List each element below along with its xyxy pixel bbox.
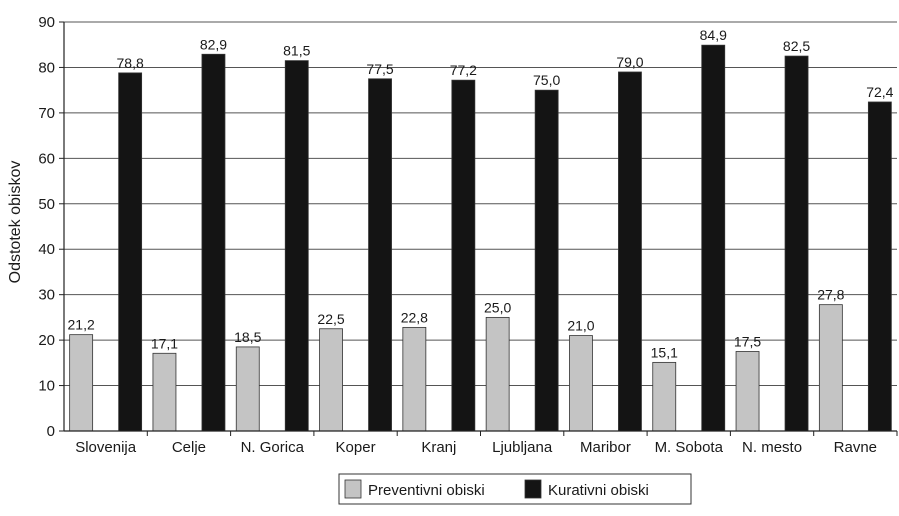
bar-preventivni [152,352,177,432]
x-tick-label: Koper [336,439,376,456]
data-label: 15,1 [651,344,678,360]
data-label: 22,8 [401,309,428,325]
gridlines [64,21,897,387]
y-tick-label: 70 [38,105,55,122]
bars [69,44,892,432]
bar-kurativni [867,101,892,432]
data-label: 21,2 [68,317,95,333]
data-label: 84,9 [700,27,727,43]
x-tick-label: Celje [172,439,206,456]
x-tick-label: N. mesto [742,439,802,456]
x-tick-label: Ljubljana [492,439,553,456]
bar-kurativni [284,60,309,432]
x-tick-label: M. Sobota [655,439,724,456]
bar-preventivni [402,326,427,432]
y-tick-label: 90 [38,14,55,31]
x-tick-label: Slovenija [75,439,137,456]
data-label: 81,5 [283,43,310,59]
legend-label-kurativni: Kurativni obiski [548,482,649,499]
legend-box [338,473,692,505]
y-tick-label: 80 [38,59,55,76]
bar-kurativni [451,79,476,432]
data-labels: 21,2 78,8 17,1 82,9 18,5 81,5 22,5 77,5 22,8 77,2… [68,27,894,360]
data-label: 17,5 [734,333,761,349]
data-label: 82,9 [200,36,227,52]
bar-preventivni [818,304,843,432]
legend-swatch-preventivni [344,479,362,499]
y-tick-label: 10 [38,378,55,395]
bar-kurativni [618,71,642,432]
data-label: 17,1 [151,335,178,351]
x-tick-label: Ravne [834,439,877,456]
bar-preventivni [485,316,510,432]
bar-preventivni [652,361,677,432]
bar-kurativni [701,44,726,432]
y-tick-label: 20 [38,332,55,349]
y-tick-label: 40 [38,241,55,258]
bar-kurativni [534,89,559,432]
data-label: 21,0 [567,318,594,334]
bar-preventivni [69,334,94,432]
y-axis-label: Odstotek obiskov [7,161,24,284]
y-tick-label: 30 [38,287,55,304]
data-label: 75,0 [533,72,560,88]
data-label: 27,8 [817,287,844,303]
data-label: 78,8 [117,55,144,71]
bar-kurativni [118,72,143,432]
bar-preventivni [569,335,593,432]
data-label: 77,5 [366,61,393,77]
bar-kurativni [201,53,226,432]
bar-preventivni [735,351,760,432]
data-label: 79,0 [616,54,643,70]
y-tick-label: 50 [38,196,55,213]
legend-swatch-kurativni [524,479,542,499]
bar-kurativni [784,55,809,432]
data-label: 18,5 [234,329,261,345]
x-tick-label: Maribor [580,439,631,456]
bar-preventivni [319,328,343,432]
y-tick-label: 60 [38,150,55,167]
x-tick-label: Kranj [421,439,456,456]
axes: 0 10 20 30 40 50 60 70 80 90 Slovenija Celje N. Gori… [38,14,898,456]
data-label: 22,5 [317,311,344,327]
data-label: 25,0 [484,299,511,315]
data-label: 72,4 [866,84,893,100]
bar-kurativni [368,78,392,432]
legend-label-preventivni: Preventivni obiski [368,482,485,499]
y-tick-label: 0 [47,423,55,440]
data-label: 82,5 [783,38,810,54]
bar-preventivni [235,346,260,432]
data-label: 77,2 [450,62,477,78]
x-tick-label: N. Gorica [241,439,305,456]
legend: Preventivni obiski Kurativni obiski [338,473,692,505]
